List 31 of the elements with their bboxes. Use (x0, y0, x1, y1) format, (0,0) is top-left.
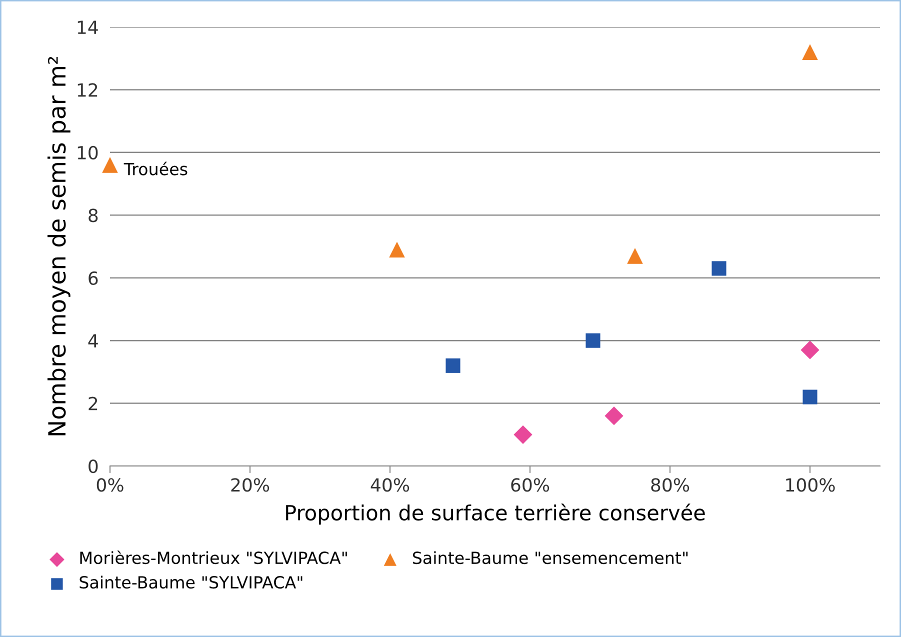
annotation: Trouées (124, 162, 188, 176)
x-tick-label: 100% (786, 478, 835, 492)
point (800, 340, 820, 360)
x-tick-label: 0% (96, 478, 124, 492)
x-axis-title: Proportion de surface terrière conservée (286, 504, 705, 525)
y-axis-title: Nombre moyen de semis par m² (48, 56, 70, 436)
point (627, 248, 643, 264)
point (446, 358, 460, 373)
y-tick-label: 14 (78, 20, 98, 34)
legend-label: Sainte-Baume "ensemencement" (412, 551, 688, 564)
legend-label: Sainte-Baume "SYLVIPACA" (80, 576, 302, 589)
point (604, 406, 624, 426)
y-tick-label: 12 (78, 83, 98, 97)
x-tick-label: 40% (370, 478, 410, 492)
point (514, 425, 532, 444)
x-tick-label: 60% (511, 478, 550, 492)
y-tick-label: 4 (88, 334, 98, 348)
point (802, 44, 818, 60)
x-tick-label: 20% (231, 478, 270, 492)
y-tick-label: 10 (78, 146, 98, 160)
x-tick-label: 80% (651, 478, 690, 492)
point (586, 333, 600, 348)
y-tick-label: 6 (88, 271, 98, 285)
y-tick-label: 0 (88, 459, 98, 474)
y-tick-label: 8 (88, 208, 98, 222)
y-tick-label: 2 (88, 396, 98, 410)
point (102, 157, 118, 173)
legend-label: Morières-Montrieux "SYLVIPACA" (80, 550, 347, 564)
point (802, 390, 818, 404)
point (389, 242, 405, 258)
point (712, 261, 726, 276)
